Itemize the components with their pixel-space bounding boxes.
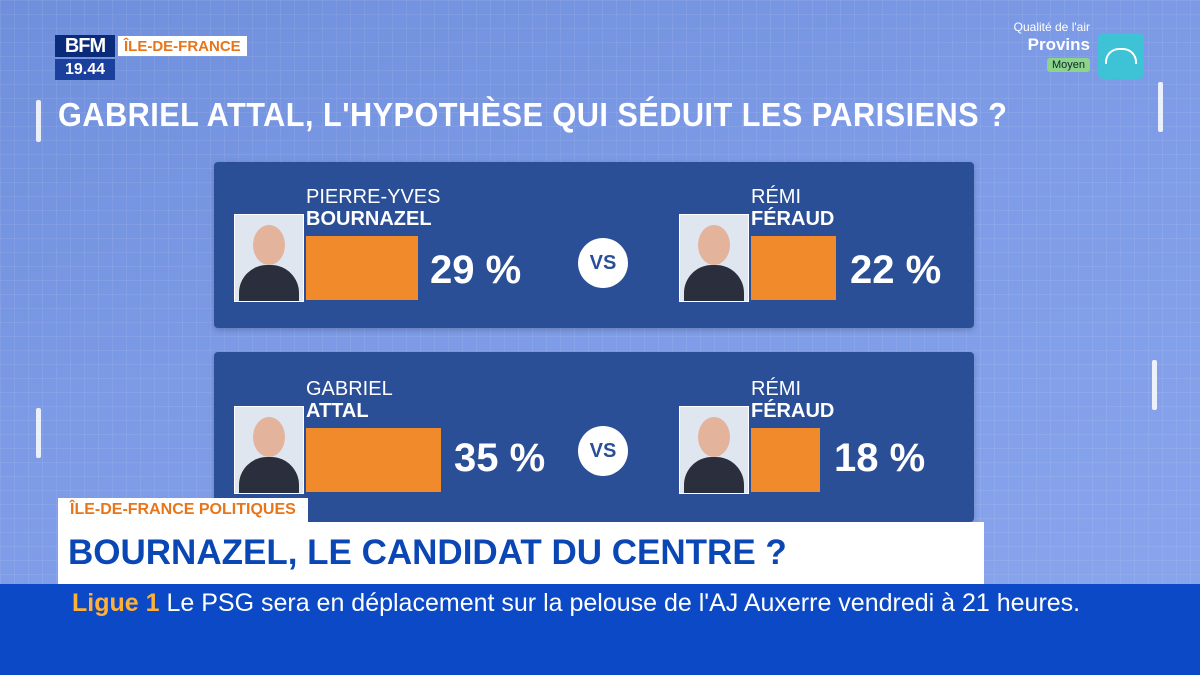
candidate-last-name: FÉRAUD xyxy=(751,400,835,422)
decor-line xyxy=(36,408,41,458)
air-quality-icon xyxy=(1098,33,1144,79)
matchup-card: GABRIEL ATTAL 35 % VS RÉMI FÉRAUD 18 % xyxy=(214,352,974,522)
news-ticker: Ligue 1 Le PSG sera en déplacement sur l… xyxy=(0,584,1200,675)
decor-line xyxy=(36,100,41,142)
air-quality-level: Moyen xyxy=(1046,58,1090,72)
section-tag: ÎLE-DE-FRANCE POLITIQUES xyxy=(58,498,308,522)
candidate-first-name: GABRIEL xyxy=(306,378,393,400)
candidate-photo xyxy=(679,406,749,494)
result-percent: 35 % xyxy=(454,436,546,480)
candidate-first-name: RÉMI xyxy=(751,186,801,208)
ticker-tag: Ligue 1 xyxy=(72,589,160,617)
candidate-last-name: FÉRAUD xyxy=(751,208,835,230)
matchup-card: PIERRE-YVES BOURNAZEL 29 % VS RÉMI FÉRAU… xyxy=(214,162,974,328)
decor-line xyxy=(1152,360,1157,410)
result-bar xyxy=(751,236,836,300)
result-bar xyxy=(751,428,820,492)
result-percent: 22 % xyxy=(850,248,942,292)
air-quality-widget: Qualité de l'air Provins Moyen xyxy=(1014,20,1090,73)
lower-third-title: BOURNAZEL, LE CANDIDAT DU CENTRE ? xyxy=(58,522,984,584)
candidate-first-name: PIERRE-YVES xyxy=(306,186,441,208)
candidate-last-name: ATTAL xyxy=(306,400,369,422)
result-bar xyxy=(306,428,441,492)
clock: 19.44 xyxy=(55,59,115,80)
channel-region: ÎLE-DE-FRANCE xyxy=(118,36,247,56)
channel-logo: BFM xyxy=(55,35,115,57)
candidate-photo xyxy=(234,406,304,494)
decor-line xyxy=(1158,82,1163,132)
result-bar xyxy=(306,236,418,300)
air-quality-label: Qualité de l'air xyxy=(1013,20,1090,34)
candidate-first-name: RÉMI xyxy=(751,378,801,400)
air-quality-city: Provins xyxy=(1027,35,1090,54)
vs-badge: VS xyxy=(578,238,628,288)
ticker-text: Le PSG sera en déplacement sur la pelous… xyxy=(166,589,1081,617)
result-percent: 29 % xyxy=(430,248,522,292)
vs-badge: VS xyxy=(578,426,628,476)
candidate-photo xyxy=(234,214,304,302)
candidate-last-name: BOURNAZEL xyxy=(306,208,432,230)
result-percent: 18 % xyxy=(834,436,926,480)
headline: GABRIEL ATTAL, L'HYPOTHÈSE QUI SÉDUIT LE… xyxy=(58,96,1008,133)
candidate-photo xyxy=(679,214,749,302)
